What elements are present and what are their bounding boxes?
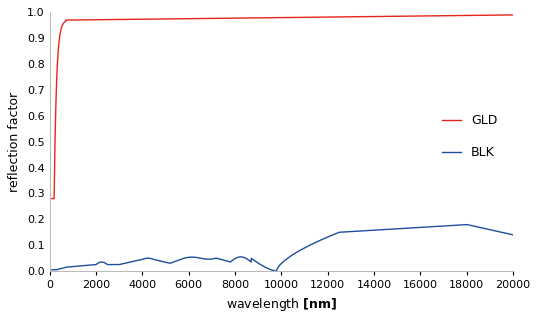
X-axis label: wavelength $\bf{[nm]}$: wavelength $\bf{[nm]}$ (226, 296, 337, 313)
GLD (245, 16, 252, 20)
GLD (129, 17, 135, 21)
GLD (101, 18, 108, 22)
GLD (501, 13, 507, 17)
BLK (451, 223, 458, 227)
GLD (225, 16, 232, 20)
BLK (129, 260, 135, 264)
Y-axis label: reflection factor: reflection factor (8, 92, 22, 192)
BLK (510, 233, 516, 237)
BLK (245, 258, 252, 262)
BLK (49, 268, 55, 272)
BLK (464, 222, 470, 226)
BLK (273, 269, 280, 273)
BLK (101, 261, 108, 265)
Line: GLD: GLD (52, 15, 513, 199)
GLD (49, 197, 55, 201)
Line: BLK: BLK (52, 224, 513, 271)
GLD (451, 14, 458, 18)
BLK (225, 260, 232, 264)
BLK (501, 231, 508, 235)
GLD (510, 13, 516, 17)
Legend: GLD, BLK: GLD, BLK (437, 109, 502, 164)
